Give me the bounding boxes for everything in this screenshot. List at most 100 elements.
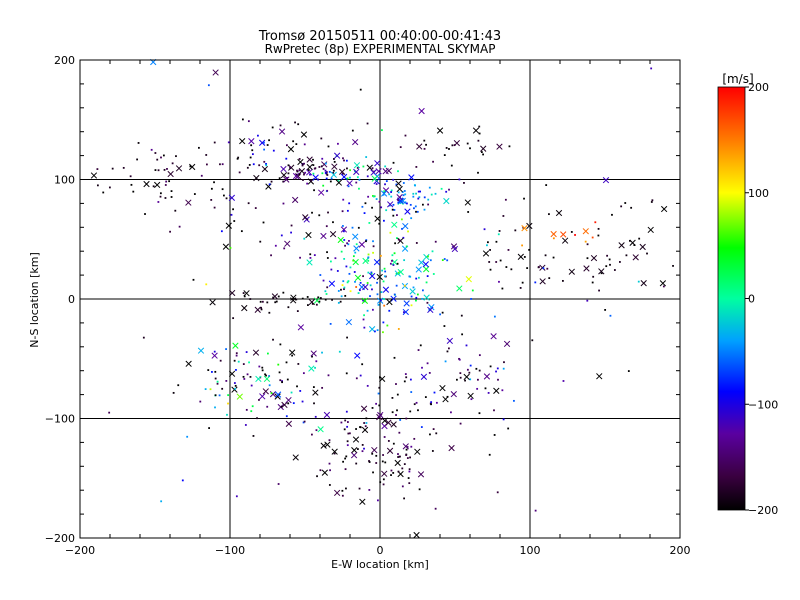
data-point bbox=[381, 129, 383, 132]
data-point bbox=[620, 205, 623, 208]
data-point bbox=[459, 372, 462, 375]
data-point-cross bbox=[408, 174, 415, 181]
data-point bbox=[375, 462, 378, 464]
data-point-cross bbox=[423, 253, 430, 261]
data-point-cross bbox=[382, 168, 389, 175]
data-point bbox=[344, 244, 346, 247]
data-point bbox=[458, 358, 461, 361]
data-point bbox=[429, 433, 431, 436]
data-point-cross bbox=[175, 165, 183, 172]
data-point bbox=[429, 259, 432, 262]
data-point-cross bbox=[228, 194, 236, 201]
data-point bbox=[211, 371, 213, 373]
data-point bbox=[394, 242, 397, 245]
data-point bbox=[223, 194, 225, 197]
data-point-cross bbox=[353, 245, 360, 252]
data-point bbox=[397, 271, 400, 274]
data-point-cross bbox=[362, 283, 369, 291]
data-point-cross bbox=[374, 160, 381, 167]
data-point bbox=[390, 474, 392, 476]
data-point bbox=[235, 352, 238, 355]
data-point-cross bbox=[236, 393, 243, 400]
data-point bbox=[207, 84, 210, 87]
data-point-cross bbox=[292, 454, 299, 461]
data-point-cross bbox=[463, 373, 470, 381]
data-point bbox=[261, 369, 264, 372]
data-point bbox=[630, 206, 633, 209]
data-point bbox=[358, 187, 360, 190]
data-point bbox=[361, 363, 364, 366]
data-point bbox=[426, 362, 429, 365]
data-point bbox=[279, 343, 282, 346]
data-point bbox=[476, 387, 479, 390]
data-point bbox=[510, 268, 513, 271]
data-point bbox=[313, 167, 316, 170]
data-point bbox=[268, 183, 271, 186]
data-point bbox=[404, 201, 407, 204]
data-point bbox=[326, 171, 328, 173]
data-point bbox=[268, 139, 270, 142]
data-point bbox=[497, 378, 499, 381]
data-point bbox=[154, 152, 157, 154]
data-point bbox=[295, 298, 298, 301]
data-point bbox=[343, 288, 345, 291]
data-point-cross bbox=[382, 286, 390, 293]
data-point bbox=[396, 262, 399, 265]
data-point bbox=[263, 160, 266, 163]
data-point bbox=[415, 166, 418, 168]
data-point bbox=[508, 145, 511, 148]
data-point bbox=[407, 230, 409, 233]
x-axis-label: E-W location [km] bbox=[331, 558, 429, 571]
data-point bbox=[367, 257, 369, 260]
data-point-cross bbox=[337, 236, 344, 244]
data-point bbox=[329, 180, 332, 183]
data-point-cross bbox=[496, 143, 503, 150]
y-tick-label: 0 bbox=[68, 293, 75, 306]
data-point bbox=[221, 163, 224, 166]
data-point bbox=[406, 202, 408, 205]
data-point bbox=[523, 256, 526, 258]
data-point bbox=[392, 472, 395, 474]
data-point bbox=[427, 198, 430, 201]
data-point-cross bbox=[418, 107, 425, 115]
data-point bbox=[260, 306, 262, 309]
data-point bbox=[249, 156, 252, 159]
data-point-cross bbox=[289, 349, 296, 356]
data-point bbox=[270, 180, 273, 183]
data-point bbox=[365, 417, 368, 420]
data-point bbox=[346, 440, 349, 443]
data-point bbox=[329, 469, 331, 472]
data-point bbox=[477, 139, 480, 142]
data-point-cross bbox=[387, 201, 394, 208]
data-point-cross bbox=[353, 162, 361, 169]
data-point bbox=[102, 191, 105, 194]
data-point bbox=[225, 348, 227, 350]
data-point bbox=[395, 383, 397, 385]
data-point bbox=[397, 238, 400, 241]
data-point bbox=[414, 184, 416, 187]
data-point-cross bbox=[375, 168, 382, 175]
data-point bbox=[347, 185, 350, 188]
data-point-cross bbox=[381, 470, 388, 477]
data-point bbox=[410, 304, 413, 307]
data-point bbox=[534, 281, 537, 284]
data-point bbox=[177, 384, 180, 387]
data-point bbox=[258, 365, 261, 368]
data-point-cross bbox=[403, 300, 410, 307]
data-point bbox=[332, 221, 334, 224]
data-point bbox=[291, 354, 294, 357]
data-point bbox=[424, 396, 427, 398]
data-point bbox=[398, 431, 401, 434]
data-point-cross bbox=[583, 265, 590, 272]
data-point bbox=[390, 195, 393, 198]
data-point bbox=[428, 186, 431, 189]
data-point-cross bbox=[396, 194, 403, 201]
data-point-cross bbox=[305, 169, 313, 176]
data-point bbox=[307, 169, 310, 171]
data-point bbox=[507, 249, 510, 251]
data-point bbox=[406, 446, 409, 448]
data-point bbox=[505, 266, 508, 268]
data-point bbox=[220, 230, 223, 233]
data-point bbox=[280, 234, 283, 237]
data-point bbox=[232, 317, 235, 320]
